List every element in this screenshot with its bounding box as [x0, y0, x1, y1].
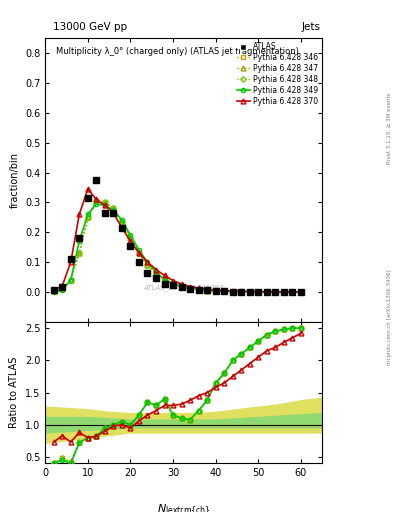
Text: ATLAS_2019_I1740909: ATLAS_2019_I1740909 [143, 284, 224, 291]
Text: $N_{\mathsf{lextrm\{ch\}}}$: $N_{\mathsf{lextrm\{ch\}}}$ [157, 503, 211, 512]
Text: 13000 GeV pp: 13000 GeV pp [53, 22, 127, 32]
Y-axis label: fraction/bin: fraction/bin [9, 152, 19, 208]
Text: Rivet 3.1.10, ≥ 3M events: Rivet 3.1.10, ≥ 3M events [387, 92, 391, 164]
Text: Jets: Jets [301, 22, 320, 32]
Text: mcplots.cern.ch [arXiv:1306.3436]: mcplots.cern.ch [arXiv:1306.3436] [387, 270, 391, 365]
Y-axis label: Ratio to ATLAS: Ratio to ATLAS [9, 357, 19, 428]
Legend: ATLAS, Pythia 6.428 346, Pythia 6.428 347, Pythia 6.428 348, Pythia 6.428 349, P: ATLAS, Pythia 6.428 346, Pythia 6.428 34… [234, 40, 321, 108]
Text: Multiplicity λ_0° (charged only) (ATLAS jet fragmentation): Multiplicity λ_0° (charged only) (ATLAS … [56, 47, 299, 56]
